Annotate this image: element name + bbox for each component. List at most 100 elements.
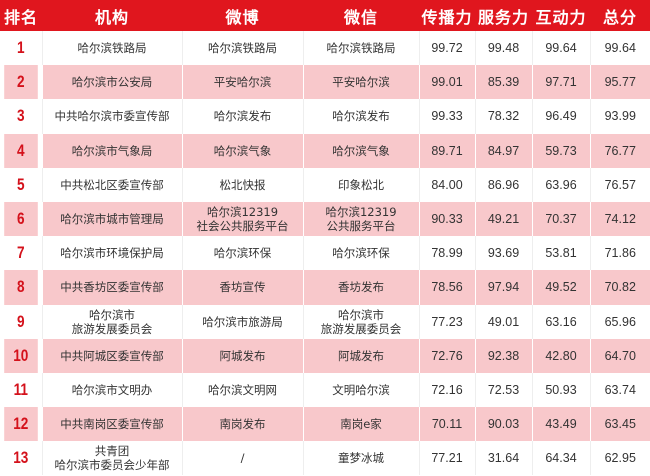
cell-weixin: 印象松北	[302, 167, 419, 202]
cell-total: 74.12	[589, 201, 650, 237]
cell-rank: 5	[4, 167, 38, 202]
cell-weixin: 阿城发布	[302, 338, 419, 373]
table-body: 1 哈尔滨铁路局 哈尔滨铁路局 哈尔滨铁路局 99.72 99.48 99.64 99.64 2…	[0, 31, 650, 476]
cell-weibo: 哈尔滨铁路局	[181, 31, 303, 66]
cell-spread: 72.16	[418, 372, 475, 408]
cell-spread: 72.76	[418, 338, 475, 373]
cell-weibo: 哈尔滨市旅游局	[181, 304, 303, 339]
header-org: 机构	[42, 0, 182, 31]
cell-weixin: 香坊发布	[302, 270, 419, 305]
cell-weibo: 南岗发布	[181, 407, 303, 442]
cell-total: 65.96	[589, 304, 650, 339]
cell-total: 70.82	[589, 270, 650, 305]
cell-interaction: 50.93	[531, 372, 590, 408]
cell-total: 64.70	[589, 338, 650, 373]
cell-interaction: 63.96	[531, 167, 590, 202]
cell-org: 哈尔滨市城市管理局	[41, 201, 182, 237]
cell-spread: 99.72	[418, 31, 475, 66]
table-row: 8 中共香坊区委宣传部 香坊宣传 香坊发布 78.56 97.94 49.52 70.82	[0, 270, 650, 305]
cell-service: 72.53	[474, 372, 532, 408]
header-weibo: 微博	[182, 0, 303, 31]
cell-org: 哈尔滨市公安局	[41, 65, 182, 100]
cell-org: 哈尔滨市环境保护局	[41, 236, 182, 271]
cell-interaction: 43.49	[531, 407, 590, 442]
cell-total: 76.77	[589, 133, 650, 168]
cell-org: 中共阿城区委宣传部	[41, 338, 182, 373]
cell-rank: 6	[4, 201, 38, 237]
table-row: 11 哈尔滨市文明办 哈尔滨文明网 文明哈尔滨 72.16 72.53 50.93 63.74	[0, 372, 650, 408]
cell-rank: 3	[4, 99, 38, 134]
cell-interaction: 49.52	[531, 270, 590, 305]
cell-rank: 2	[4, 65, 38, 100]
cell-service: 86.96	[474, 167, 532, 202]
cell-org: 哈尔滨市 旅游发展委员会	[41, 304, 182, 339]
header-weixin: 微信	[303, 0, 419, 31]
cell-weibo: 松北快报	[181, 167, 303, 202]
cell-total: 63.45	[589, 407, 650, 442]
cell-spread: 77.21	[418, 441, 475, 476]
table-row: 12 中共南岗区委宣传部 南岗发布 南岗e家 70.11 90.03 43.49 63.45	[0, 407, 650, 442]
cell-weibo: 哈尔滨气象	[181, 133, 303, 168]
cell-org: 哈尔滨铁路局	[41, 31, 182, 66]
cell-spread: 78.99	[418, 236, 475, 271]
cell-weixin: 哈尔滨发布	[302, 99, 419, 134]
cell-org: 共青团 哈尔滨市委员会少年部	[41, 441, 182, 476]
cell-weixin: 哈尔滨12319 公共服务平台	[302, 201, 419, 237]
cell-rank: 1	[4, 31, 38, 66]
cell-service: 31.64	[474, 441, 532, 476]
cell-weibo: 哈尔滨环保	[181, 236, 303, 271]
cell-total: 62.95	[589, 441, 650, 476]
cell-service: 93.69	[474, 236, 532, 271]
cell-total: 99.64	[589, 31, 650, 66]
cell-spread: 99.01	[418, 65, 475, 100]
header-interaction: 互动力	[532, 0, 590, 31]
table-row: 9 哈尔滨市 旅游发展委员会 哈尔滨市旅游局 哈尔滨市 旅游发展委员会 77.23 49.…	[0, 304, 650, 339]
cell-service: 49.01	[474, 304, 532, 339]
header-service: 服务力	[475, 0, 532, 31]
table-row: 3 中共哈尔滨市委宣传部 哈尔滨发布 哈尔滨发布 99.33 78.32 96.49 93.9…	[0, 99, 650, 134]
cell-total: 63.74	[589, 372, 650, 408]
cell-interaction: 70.37	[531, 201, 590, 237]
cell-org: 中共哈尔滨市委宣传部	[41, 99, 182, 134]
cell-weibo: /	[181, 441, 303, 476]
cell-weibo: 香坊宣传	[181, 270, 303, 305]
cell-rank: 8	[4, 270, 38, 305]
cell-weibo: 哈尔滨12319 社会公共服务平台	[181, 201, 303, 237]
table-row: 1 哈尔滨铁路局 哈尔滨铁路局 哈尔滨铁路局 99.72 99.48 99.64 99.64	[0, 31, 650, 66]
cell-rank: 9	[4, 304, 38, 339]
cell-service: 92.38	[474, 338, 532, 373]
cell-org: 中共南岗区委宣传部	[41, 407, 182, 442]
cell-org: 哈尔滨市文明办	[41, 372, 182, 408]
cell-spread: 90.33	[418, 201, 475, 237]
cell-weixin: 南岗e家	[302, 407, 419, 442]
cell-service: 99.48	[474, 31, 532, 66]
header-spread: 传播力	[419, 0, 475, 31]
cell-spread: 77.23	[418, 304, 475, 339]
cell-weibo: 阿城发布	[181, 338, 303, 373]
cell-weibo: 哈尔滨文明网	[181, 372, 303, 408]
cell-service: 49.21	[474, 201, 532, 237]
cell-total: 95.77	[589, 65, 650, 100]
cell-spread: 89.71	[418, 133, 475, 168]
cell-rank: 12	[4, 407, 38, 442]
cell-weixin: 哈尔滨铁路局	[302, 31, 419, 66]
cell-service: 84.97	[474, 133, 532, 168]
header-row: 排名 机构 微博 微信 传播力 服务力 互动力 总分	[0, 0, 650, 31]
table-row: 6 哈尔滨市城市管理局 哈尔滨12319 社会公共服务平台 哈尔滨12319 公共服务…	[0, 201, 650, 237]
cell-rank: 10	[4, 338, 38, 373]
cell-service: 90.03	[474, 407, 532, 442]
cell-total: 76.57	[589, 167, 650, 202]
cell-rank: 4	[4, 133, 38, 168]
table-row: 4 哈尔滨市气象局 哈尔滨气象 哈尔滨气象 89.71 84.97 59.73 76.77	[0, 133, 650, 168]
table-row: 10 中共阿城区委宣传部 阿城发布 阿城发布 72.76 92.38 42.80 64.70	[0, 338, 650, 373]
cell-spread: 70.11	[418, 407, 475, 442]
cell-interaction: 53.81	[531, 236, 590, 271]
cell-rank: 7	[4, 236, 38, 271]
cell-service: 85.39	[474, 65, 532, 100]
cell-weixin: 哈尔滨环保	[302, 236, 419, 271]
cell-rank: 13	[4, 441, 38, 476]
cell-total: 93.99	[589, 99, 650, 134]
cell-rank: 11	[4, 372, 38, 408]
cell-interaction: 97.71	[531, 65, 590, 100]
